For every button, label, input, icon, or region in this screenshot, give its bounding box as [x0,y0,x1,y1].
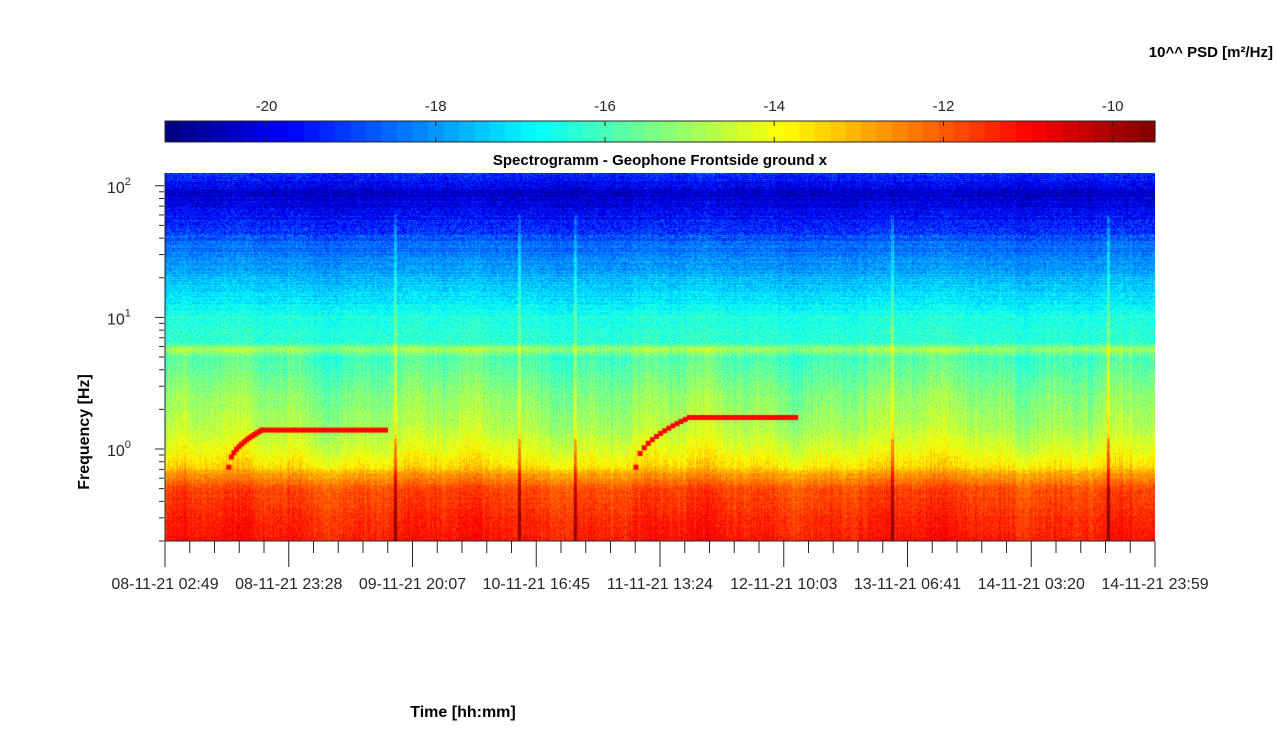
colorbar-segment [242,121,259,142]
x-tick-label: 08-11-21 02:49 [111,576,218,593]
colorbar-segment [721,121,738,142]
colorbar-segment [675,121,692,142]
colorbar-segment [706,121,723,142]
colorbar-segment [427,121,445,142]
colorbar-segment [536,121,553,142]
x-tick-label: 11-11-21 13:24 [607,576,713,593]
colorbar-segment [830,121,847,142]
colorbar-segment [737,121,754,142]
colorbar-segment [1093,121,1110,142]
colorbar-segment [861,121,878,142]
colorbar-segment [505,121,522,142]
colorbar-segment [1139,121,1156,142]
colorbar-tick-label: -12 [933,98,955,115]
colorbar-segment [1031,121,1048,142]
colorbar-segment [969,121,986,142]
x-axis: 08-11-21 02:49 08-11-21 23:28 09-11-21 20:… [111,540,1209,593]
colorbar-tick-label: -14 [763,98,785,115]
colorbar-segment [226,121,243,142]
y-tick-label: 100 [107,439,131,460]
colorbar-segment [489,121,506,142]
x-tick-label: 09-11-21 20:07 [359,576,466,593]
x-tick-label: 14-11-21 23:59 [1101,576,1208,593]
x-tick-label: 10-11-21 16:45 [483,576,590,593]
colorbar-segment [567,121,584,142]
colorbar-segment [629,121,646,142]
colorbar-tick-label: -18 [425,98,447,115]
colorbar-segment [211,121,228,142]
y-tick-label: 101 [107,307,131,328]
x-axis-label: Time [hh:mm] [410,704,515,721]
colorbar-segment [1108,121,1125,142]
colorbar-segment [660,121,677,142]
x-tick-label: 13-11-21 06:41 [854,576,961,593]
colorbar-segment [876,121,893,142]
colorbar-segment [984,121,1001,142]
colorbar-segment [1015,121,1032,142]
colorbar-segment [953,121,970,142]
colorbar-tick-label: -20 [256,98,278,115]
colorbar-segment [799,121,816,142]
colorbar-segment [690,121,708,142]
colorbar-segment [938,121,955,142]
colorbar-segment [752,121,769,142]
colorbar-segment [551,121,568,142]
colorbar-tick-label: -16 [594,98,616,115]
y-axis-label: Frequency [Hz] [76,374,93,490]
colorbar-segment [613,121,630,142]
colorbar-segment [582,121,599,142]
colorbar-segment [922,121,940,142]
colorbar-segment [907,121,924,142]
colorbar-label: 10^^ PSD [m²/Hz] [1149,44,1273,61]
colorbar-frame [164,120,1156,143]
colorbar-segment [1046,121,1063,142]
colorbar-segment [768,121,785,142]
colorbar-segment [814,121,831,142]
spectrogram-plot-area [165,173,1155,541]
x-tick-label: 08-11-21 23:28 [235,576,342,593]
colorbar-segment [273,121,290,142]
colorbar-segment [165,121,182,142]
colorbar-segment [257,121,274,142]
x-tick-label: 14-11-21 03:20 [978,576,1085,593]
colorbar-segment [892,121,909,142]
colorbar-segment [458,121,475,142]
colorbar-segment [288,121,305,142]
colorbar-segment [443,121,460,142]
chart-title: Spectrogramm - Geophone Frontside ground… [493,152,828,169]
colorbar-segment [1077,121,1094,142]
colorbar [164,120,1156,143]
colorbar-segment [474,121,491,142]
colorbar-segment [319,121,336,142]
colorbar-segment [335,121,352,142]
colorbar-segment [520,121,537,142]
colorbar-segment [195,121,213,142]
x-tick-label: 12-11-21 10:03 [730,576,837,593]
y-axis: 100 101 102 [107,173,166,542]
colorbar-tick-label: -10 [1102,98,1124,115]
colorbar-segment [180,121,197,142]
colorbar-segment [397,121,414,142]
colorbar-segment [644,121,661,142]
colorbar-segment [381,121,398,142]
colorbar-segment [304,121,321,142]
colorbar-segment [1124,121,1141,142]
y-tick-label: 102 [107,176,131,197]
colorbar-segment [783,121,800,142]
colorbar-segment [1062,121,1079,142]
colorbar-tick-labels: -20 -18 -16 -14 -12 -10 [256,98,1124,115]
colorbar-segment [845,121,862,142]
colorbar-segment [412,121,429,142]
colorbar-segment [1000,121,1017,142]
colorbar-segment [350,121,367,142]
colorbar-segment [598,121,615,142]
colorbar-segment [366,121,383,142]
spectrogram-heatmap [165,173,1155,541]
